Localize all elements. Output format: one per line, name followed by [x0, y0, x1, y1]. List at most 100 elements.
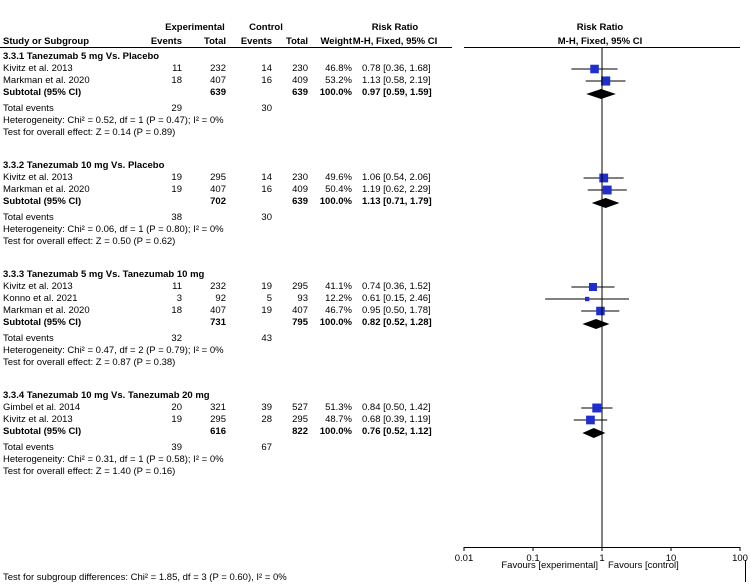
study-name: Markman et al. 2020 — [3, 75, 90, 86]
exp-total: 92 — [215, 293, 226, 304]
header-ctl-total: Total — [286, 36, 308, 47]
study-marker — [601, 76, 611, 86]
study-weight: 46.7% — [325, 305, 352, 316]
subtotal-weight: 100.0% — [319, 196, 352, 207]
exp-events: 11 — [172, 63, 182, 74]
subtotal-label: Subtotal (95% CI) — [3, 317, 82, 328]
study-risk-ratio: 0.61 [0.15, 2.46] — [362, 293, 431, 304]
heterogeneity: Heterogeneity: Chi² = 0.47, df = 2 (P = … — [3, 345, 224, 356]
ctl-events: 39 — [261, 402, 272, 413]
total-ctl-events: 43 — [261, 333, 272, 344]
header-method-right: M-H, Fixed, 95% CI — [557, 36, 643, 47]
exp-total: 407 — [210, 75, 226, 86]
favours-right-label: Favours [control] — [608, 560, 679, 571]
header-experimental: Experimental — [165, 22, 225, 33]
heterogeneity: Heterogeneity: Chi² = 0.52, df = 1 (P = … — [3, 115, 224, 126]
subtotal-diamond — [582, 428, 606, 438]
study-marker — [596, 306, 605, 316]
overall-effect: Test for overall effect: Z = 0.50 (P = 0… — [3, 236, 176, 247]
subtotal-risk-ratio: 0.76 [0.52, 1.12] — [362, 426, 432, 437]
overall-effect: Test for overall effect: Z = 0.87 (P = 0… — [3, 357, 176, 368]
x-tick-label: 100 — [732, 553, 748, 564]
subtotal-label: Subtotal (95% CI) — [3, 196, 82, 207]
study-marker — [592, 403, 602, 413]
subgroup-title: 3.3.4 Tanezumab 10 mg Vs. Tanezumab 20 m… — [3, 390, 210, 401]
total-exp-events: 39 — [171, 442, 182, 453]
total-events-label: Total events — [3, 333, 54, 344]
subtotal-weight: 100.0% — [319, 317, 352, 328]
exp-total: 407 — [210, 305, 226, 316]
study-name: Markman et al. 2020 — [3, 305, 90, 316]
study-name: Kivitz et al. 2013 — [3, 63, 73, 74]
ctl-total: 409 — [292, 184, 308, 195]
ctl-events: 28 — [261, 414, 272, 425]
header-control: Control — [249, 22, 283, 33]
x-tick-label: 10 — [666, 553, 677, 564]
study-name: Kivitz et al. 2013 — [3, 281, 73, 292]
exp-total: 232 — [210, 281, 226, 292]
subtotal-risk-ratio: 1.13 [0.71, 1.79] — [362, 196, 432, 207]
subtotal-diamond — [586, 89, 616, 99]
total-ctl-events: 30 — [261, 103, 272, 114]
header-exp-total: Total — [204, 36, 226, 47]
exp-total: 295 — [210, 172, 226, 183]
subgroup-title: 3.3.3 Tanezumab 5 mg Vs. Tanezumab 10 mg — [3, 269, 205, 280]
subtotal-ctl-total: 822 — [292, 426, 308, 437]
study-weight: 12.2% — [325, 293, 352, 304]
ctl-total: 93 — [297, 293, 308, 304]
header-risk-ratio-left: Risk Ratio — [371, 22, 419, 33]
exp-events: 19 — [171, 414, 182, 425]
subtotal-exp-total: 702 — [210, 196, 226, 207]
subgroup-differences-test: Test for subgroup differences: Chi² = 1.… — [3, 572, 287, 583]
favours-left-label: Favours [experimental] — [501, 560, 598, 571]
subtotal-ctl-total: 795 — [292, 317, 308, 328]
subtotal-risk-ratio: 0.97 [0.59, 1.59] — [362, 87, 432, 98]
ctl-total: 230 — [292, 172, 308, 183]
study-marker — [602, 185, 612, 195]
ctl-events: 19 — [261, 305, 272, 316]
header-weight: Weight — [320, 36, 353, 47]
overall-effect: Test for overall effect: Z = 0.14 (P = 0… — [3, 127, 176, 138]
study-name: Gimbel et al. 2014 — [3, 402, 81, 413]
exp-total: 232 — [210, 63, 226, 74]
subtotal-ctl-total: 639 — [292, 87, 308, 98]
subtotal-weight: 100.0% — [319, 87, 352, 98]
study-risk-ratio: 1.06 [0.54, 2.06] — [362, 172, 431, 183]
total-ctl-events: 30 — [261, 212, 272, 223]
subtotal-label: Subtotal (95% CI) — [3, 426, 82, 437]
ctl-events: 16 — [261, 184, 272, 195]
total-events-label: Total events — [3, 212, 54, 223]
study-marker — [590, 64, 599, 74]
ctl-events: 19 — [261, 281, 272, 292]
ctl-total: 295 — [292, 414, 308, 425]
subtotal-weight: 100.0% — [319, 426, 352, 437]
subtotal-exp-total: 639 — [210, 87, 226, 98]
subtotal-exp-total: 616 — [210, 426, 226, 437]
ctl-total: 295 — [292, 281, 308, 292]
exp-total: 407 — [210, 184, 226, 195]
ctl-events: 14 — [261, 63, 272, 74]
study-risk-ratio: 0.74 [0.36, 1.52] — [362, 281, 431, 292]
exp-events: 18 — [171, 305, 182, 316]
study-weight: 41.1% — [325, 281, 352, 292]
header-ctl-events: Events — [240, 36, 272, 47]
subgroup-title: 3.3.2 Tanezumab 10 mg Vs. Placebo — [3, 160, 165, 171]
exp-events: 18 — [171, 75, 182, 86]
study-weight: 53.2% — [325, 75, 352, 86]
subtotal-diamond — [582, 319, 610, 329]
study-marker — [588, 282, 597, 292]
header-study: Study or Subgroup — [3, 36, 90, 47]
total-exp-events: 38 — [171, 212, 182, 223]
study-weight: 46.8% — [325, 63, 352, 74]
total-events-label: Total events — [3, 442, 54, 453]
total-exp-events: 32 — [171, 333, 182, 344]
study-risk-ratio: 1.13 [0.58, 2.19] — [362, 75, 431, 86]
study-weight: 51.3% — [325, 402, 352, 413]
study-risk-ratio: 1.19 [0.62, 2.29] — [362, 184, 431, 195]
ctl-total: 409 — [292, 75, 308, 86]
study-name: Kivitz et al. 2013 — [3, 172, 73, 183]
study-name: Konno et al. 2021 — [3, 293, 78, 304]
study-risk-ratio: 0.84 [0.50, 1.42] — [362, 402, 431, 413]
exp-events: 19 — [171, 172, 182, 183]
